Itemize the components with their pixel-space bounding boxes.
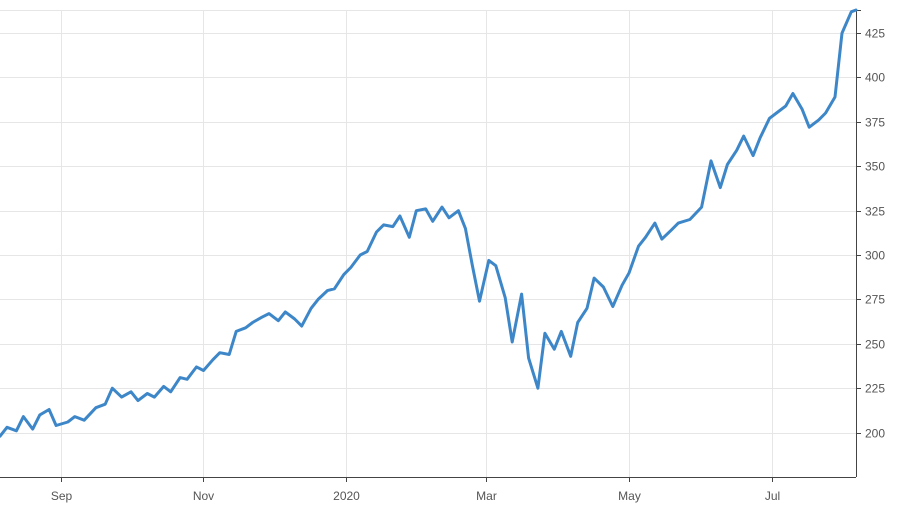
x-tick-label: Nov (193, 489, 214, 503)
axes (0, 10, 861, 482)
x-tick-label: Sep (51, 489, 73, 503)
y-tick-label: 325 (865, 205, 885, 219)
y-tick-label: 300 (865, 249, 885, 263)
x-tick-label: Mar (476, 489, 497, 503)
x-tick-label: Jul (765, 489, 780, 503)
y-tick-label: 375 (865, 116, 885, 130)
y-tick-label: 350 (865, 160, 885, 174)
grid-lines (0, 10, 856, 477)
x-tick-label: May (618, 489, 641, 503)
y-tick-label: 250 (865, 338, 885, 352)
series-layer (0, 8, 858, 438)
y-tick-label: 425 (865, 27, 885, 41)
y-tick-label: 275 (865, 293, 885, 307)
series-line (0, 8, 858, 438)
y-tick-label: 400 (865, 71, 885, 85)
y-tick-label: 200 (865, 427, 885, 441)
y-tick-label: 225 (865, 382, 885, 396)
x-tick-labels: Sep Nov 2020 Mar May Jul (51, 489, 780, 503)
x-tick-label: 2020 (333, 489, 360, 503)
y-tick-labels: 200 225 250 275 300 325 350 375 400 425 (865, 27, 885, 441)
